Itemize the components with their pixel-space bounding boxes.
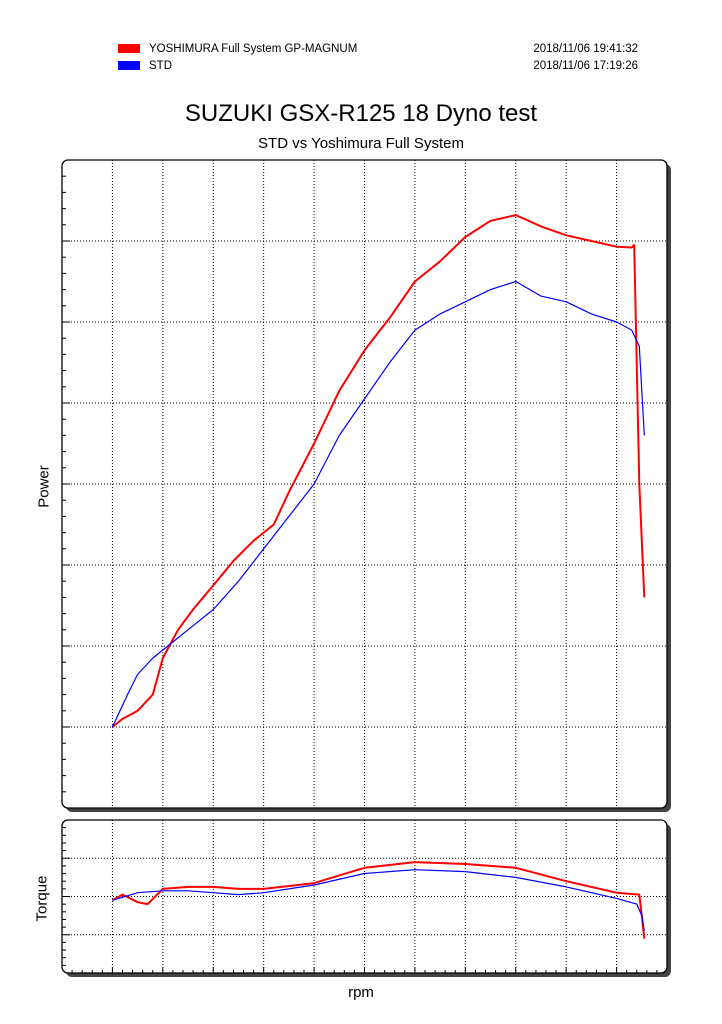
chart-subtitle: STD vs Yoshimura Full System: [258, 135, 464, 152]
legend-item-std: STD 2018/11/06 17:19:26: [118, 59, 638, 76]
rpm-axis-label: rpm: [348, 984, 374, 1001]
power-series-yoshimura-line: [111, 214, 646, 728]
legend-swatch-red: [118, 44, 140, 53]
legend-label: STD: [149, 60, 172, 72]
torque-series-yoshimura-line: [111, 861, 646, 939]
legend: YOSHIMURA Full System GP-MAGNUM 2018/11/…: [118, 42, 638, 76]
legend-timestamp: 2018/11/06 19:41:32: [533, 43, 638, 55]
torque-series-std-line: [112, 869, 645, 931]
power-series-std-line: [111, 280, 645, 728]
legend-item-yoshimura: YOSHIMURA Full System GP-MAGNUM 2018/11/…: [118, 42, 638, 59]
legend-swatch-blue: [118, 61, 140, 70]
legend-timestamp: 2018/11/06 17:19:26: [533, 60, 638, 72]
legend-label: YOSHIMURA Full System GP-MAGNUM: [149, 43, 358, 55]
chart-title: SUZUKI GSX-R125 18 Dyno test: [184, 100, 538, 127]
